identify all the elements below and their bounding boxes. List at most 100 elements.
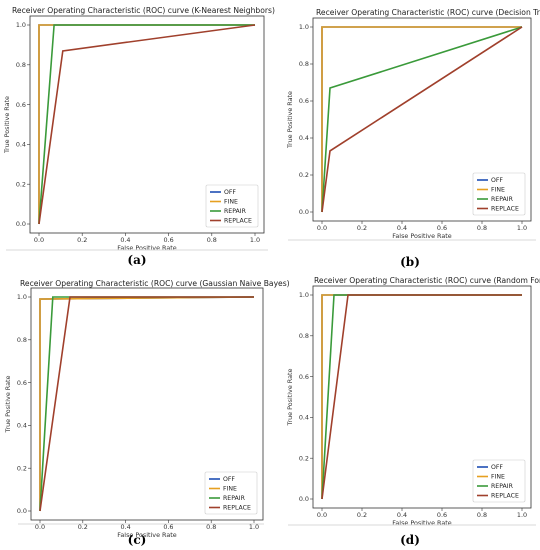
roc-panel-2: Receiver Operating Characteristic (ROC) …: [4, 279, 290, 547]
legend-label-fine: FINE: [224, 199, 238, 206]
legend-label-replace: REPLACE: [224, 218, 252, 225]
panel-caption: (a): [127, 253, 146, 267]
y-tick-label: 1.0: [16, 21, 26, 29]
legend-box: [204, 471, 258, 515]
y-tick-label: 0.2: [16, 180, 26, 188]
legend-label-off: OFF: [491, 177, 503, 184]
y-tick-label: 0.4: [299, 414, 309, 422]
y-tick-label: 0.8: [16, 61, 26, 69]
series-replace-line: [38, 24, 256, 225]
x-tick-label: 1.0: [517, 224, 527, 232]
legend-label-fine: FINE: [223, 486, 237, 493]
x-tick-label: 0.0: [317, 511, 327, 519]
y-tick-label: 0.4: [299, 134, 309, 142]
panel-caption: (d): [400, 533, 420, 547]
legend-box: [205, 184, 259, 228]
x-tick-label: 0.2: [357, 511, 367, 519]
x-tick-label: 0.4: [397, 224, 407, 232]
x-tick-label: 0.2: [357, 224, 367, 232]
legend-label-off: OFF: [224, 189, 236, 196]
y-tick-label: 0.6: [299, 373, 309, 381]
legend: OFF FINE REPAIR REPLACE: [472, 172, 526, 216]
roc-panel-3: Receiver Operating Characteristic (ROC) …: [286, 276, 540, 547]
y-tick-label: 1.0: [299, 23, 309, 31]
x-tick-label: 1.0: [517, 511, 527, 519]
panel-caption: (b): [400, 255, 420, 269]
legend: OFF FINE REPAIR REPLACE: [204, 471, 258, 515]
legend-label-fine: FINE: [491, 187, 505, 194]
y-tick-label: 0.0: [17, 507, 27, 515]
y-tick-label: 0.0: [299, 208, 309, 216]
x-axis-label: False Positive Rate: [117, 531, 176, 539]
y-tick-label: 0.2: [299, 171, 309, 179]
legend-label-replace: REPLACE: [491, 493, 519, 500]
y-tick-label: 0.2: [299, 454, 309, 462]
y-tick-label: 0.6: [299, 97, 309, 105]
chart-title: Receiver Operating Characteristic (ROC) …: [314, 276, 540, 285]
x-tick-label: 0.0: [317, 224, 327, 232]
y-tick-label: 1.0: [17, 293, 27, 301]
legend-label-replace: REPLACE: [223, 505, 251, 512]
legend: OFF FINE REPAIR REPLACE: [205, 184, 259, 228]
x-tick-label: 0.2: [78, 523, 88, 531]
y-tick-label: 1.0: [299, 291, 309, 299]
x-tick-label: 0.8: [477, 224, 487, 232]
y-axis-label: True Positive Rate: [3, 96, 11, 154]
x-tick-label: 0.0: [34, 236, 44, 244]
legend-label-repair: REPAIR: [491, 196, 514, 203]
legend-label-replace: REPLACE: [491, 206, 519, 213]
y-tick-label: 0.0: [16, 220, 26, 228]
chart-title: Receiver Operating Characteristic (ROC) …: [20, 279, 290, 288]
legend-label-off: OFF: [491, 464, 503, 471]
roc-panel-1: Receiver Operating Characteristic (ROC) …: [286, 8, 540, 269]
x-axis-label: False Positive Rate: [392, 232, 451, 240]
y-tick-label: 0.4: [17, 422, 27, 430]
legend-label-off: OFF: [223, 476, 235, 483]
y-tick-label: 0.8: [299, 332, 309, 340]
y-tick-label: 0.2: [17, 464, 27, 472]
legend-box: [472, 172, 526, 216]
x-tick-label: 0.8: [207, 236, 217, 244]
y-tick-label: 0.6: [16, 101, 26, 109]
x-axis-label: False Positive Rate: [392, 519, 451, 527]
panel-caption: (c): [128, 533, 147, 547]
y-axis-label: True Positive Rate: [4, 375, 12, 433]
x-tick-label: 1.0: [249, 523, 259, 531]
chart-title: Receiver Operating Characteristic (ROC) …: [316, 8, 540, 17]
x-tick-label: 0.4: [121, 523, 131, 531]
legend-label-repair: REPAIR: [224, 208, 247, 215]
x-tick-label: 0.8: [206, 523, 216, 531]
legend-label-fine: FINE: [491, 474, 505, 481]
y-tick-label: 0.8: [299, 60, 309, 68]
x-tick-label: 0.6: [164, 236, 174, 244]
x-axis-label: False Positive Rate: [117, 244, 176, 252]
legend: OFF FINE REPAIR REPLACE: [472, 459, 526, 503]
y-tick-label: 0.6: [17, 379, 27, 387]
x-tick-label: 0.4: [120, 236, 130, 244]
legend-label-repair: REPAIR: [491, 483, 514, 490]
x-tick-label: 0.6: [437, 224, 447, 232]
x-tick-label: 0.6: [437, 511, 447, 519]
y-tick-label: 0.0: [299, 495, 309, 503]
y-axis-label: True Positive Rate: [286, 368, 294, 426]
series-fine-line: [321, 26, 522, 212]
series-replace-line: [321, 26, 523, 213]
series-repair-line: [321, 26, 523, 213]
legend-box: [472, 459, 526, 503]
x-tick-label: 0.8: [477, 511, 487, 519]
series-repair-line: [38, 24, 255, 225]
series-replace-line: [321, 294, 522, 500]
series-replace-line: [39, 296, 254, 512]
chart-title: Receiver Operating Characteristic (ROC) …: [12, 6, 275, 15]
y-axis-label: True Positive Rate: [286, 91, 294, 149]
roc-panel-0: Receiver Operating Characteristic (ROC) …: [3, 6, 275, 267]
x-tick-label: 0.0: [35, 523, 45, 531]
x-tick-label: 1.0: [250, 236, 260, 244]
y-tick-label: 0.8: [17, 336, 27, 344]
legend-label-repair: REPAIR: [223, 495, 246, 502]
x-tick-label: 0.4: [397, 511, 407, 519]
y-tick-label: 0.4: [16, 141, 26, 149]
x-tick-label: 0.2: [77, 236, 87, 244]
x-tick-label: 0.6: [163, 523, 173, 531]
